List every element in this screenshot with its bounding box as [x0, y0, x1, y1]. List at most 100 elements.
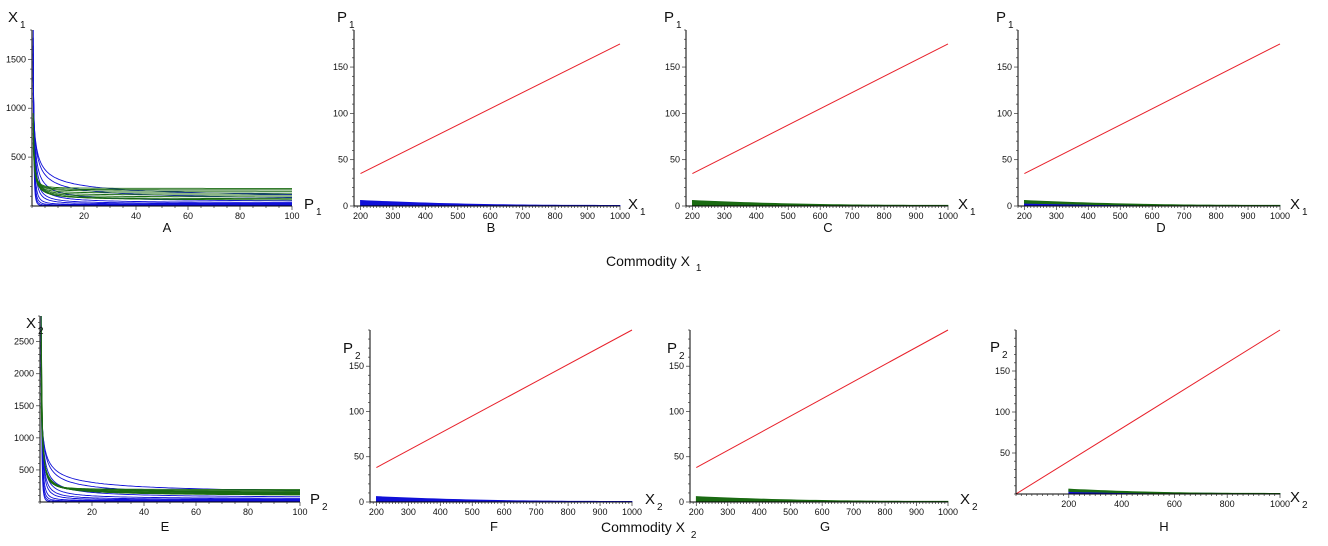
row-caption-2-sub: 2 — [691, 530, 697, 541]
x-tick-label: 500 — [465, 507, 480, 517]
series-curve-blue — [32, 76, 292, 203]
x-tick-label: 1000 — [938, 507, 958, 517]
series-curve-blue — [40, 393, 300, 494]
x-tick-label: 900 — [1241, 211, 1256, 221]
y-axis-title-sub: 2 — [38, 326, 44, 337]
y-tick-label: 1500 — [14, 401, 34, 411]
y-tick-label: 500 — [11, 152, 26, 162]
series-curve-blue — [32, 92, 292, 198]
y-axis-title-main: X — [26, 315, 36, 332]
series-line-red — [696, 329, 949, 469]
y-tick-label: 1000 — [6, 103, 26, 113]
y-axis-title-sub: 2 — [1002, 350, 1008, 361]
x-tick-label: 200 — [689, 507, 704, 517]
series-curve-blue — [32, 61, 292, 205]
x-tick-label: 40 — [139, 507, 149, 517]
row-caption-1-sub: 1 — [696, 263, 702, 274]
series-line-red — [1024, 43, 1281, 175]
y-axis-title-main: P — [337, 9, 347, 26]
y-tick-label: 150 — [669, 361, 684, 371]
x-tick-label: 60 — [183, 211, 193, 221]
x-tick-label: 200 — [1017, 211, 1032, 221]
x-tick-label: 800 — [878, 507, 893, 517]
y-tick-label: 50 — [354, 452, 364, 462]
x-tick-label: 1000 — [1270, 499, 1290, 509]
y-axis-title-sub: 1 — [349, 20, 355, 31]
series-curve-green — [40, 393, 300, 495]
series-band-blue — [360, 200, 621, 207]
x-tick-label: 20 — [79, 211, 89, 221]
series-curve-blue — [40, 335, 300, 502]
x-tick-label: 400 — [433, 507, 448, 517]
y-tick-label: 0 — [679, 497, 684, 507]
series-curve-blue — [40, 316, 300, 503]
panel-label: C — [823, 220, 832, 235]
x-tick-label: 800 — [548, 211, 563, 221]
series-band-green — [691, 200, 949, 207]
x-axis-title-main: X — [645, 491, 655, 508]
row-caption-1-main: Commodity X — [606, 253, 691, 269]
y-axis-title-sub: 1 — [1008, 20, 1014, 31]
series-line-red — [692, 43, 949, 175]
y-axis-title-main: P — [664, 9, 674, 26]
x-tick-label: 200 — [353, 211, 368, 221]
series-curve-blue — [32, 37, 292, 206]
x-axis-title-main: P — [304, 196, 314, 213]
y-tick-label: 100 — [349, 406, 364, 416]
row-caption-1: Commodity X 1 — [606, 253, 702, 274]
y-tick-label: 150 — [995, 366, 1010, 376]
y-axis-title-sub: 2 — [679, 351, 685, 362]
panel-label: B — [487, 220, 496, 235]
y-tick-label: 100 — [665, 108, 680, 118]
x-tick-label: 20 — [87, 507, 97, 517]
x-tick-label: 60 — [191, 507, 201, 517]
series-curve-green — [32, 132, 292, 196]
panel-label: A — [163, 220, 172, 235]
x-tick-label: 1000 — [938, 211, 958, 221]
x-tick-label: 1000 — [622, 507, 642, 517]
series-curve-blue — [40, 344, 300, 501]
x-tick-label: 600 — [483, 211, 498, 221]
y-tick-label: 100 — [669, 406, 684, 416]
y-tick-label: 0 — [359, 497, 364, 507]
series-line-red — [360, 43, 621, 175]
x-tick-label: 200 — [685, 211, 700, 221]
series-curve-blue — [40, 354, 300, 501]
x-axis-title-main: X — [960, 491, 970, 508]
x-tick-label: 500 — [450, 211, 465, 221]
series-curve-blue — [32, 30, 292, 207]
series-curve-green — [40, 405, 300, 496]
series-curve-green — [40, 328, 300, 491]
panel-label: H — [1159, 519, 1168, 534]
x-axis-title-sub: 2 — [1302, 500, 1308, 511]
x-tick-label: 400 — [1114, 499, 1129, 509]
x-tick-label: 900 — [593, 507, 608, 517]
series-curve-blue — [40, 373, 300, 499]
y-tick-label: 150 — [333, 62, 348, 72]
x-tick-label: 600 — [1167, 499, 1182, 509]
x-tick-label: 500 — [1113, 211, 1128, 221]
series-curve-green — [40, 367, 300, 494]
series-curve-blue — [40, 402, 301, 492]
x-tick-label: 900 — [909, 211, 924, 221]
panel-label: D — [1156, 220, 1165, 235]
x-axis-title-sub: 2 — [657, 502, 663, 513]
series-line-red — [376, 329, 633, 469]
x-tick-label: 800 — [1209, 211, 1224, 221]
y-tick-label: 50 — [338, 155, 348, 165]
series-curve-blue — [32, 100, 292, 195]
x-tick-label: 300 — [1049, 211, 1064, 221]
y-tick-label: 150 — [665, 62, 680, 72]
x-tick-label: 400 — [752, 507, 767, 517]
x-axis-title-sub: 1 — [640, 207, 646, 218]
